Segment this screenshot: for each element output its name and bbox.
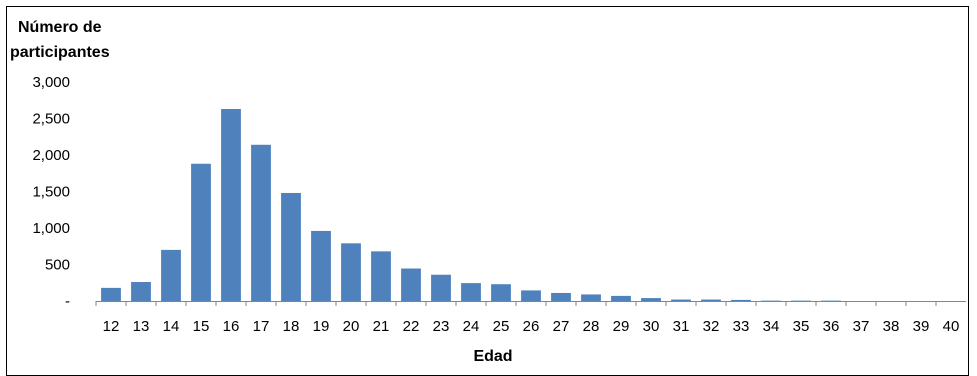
x-tick-label: 17	[253, 318, 270, 335]
x-tick-label: 29	[613, 318, 630, 335]
bar-age-27	[551, 292, 571, 301]
bar-chart: Número de participantes - 500 1,000 1,500 2,…	[10, 19, 966, 365]
bar-age-23	[431, 274, 451, 301]
x-tick-label: 32	[703, 318, 720, 335]
bar-age-18	[281, 192, 301, 301]
x-tick-label: 19	[313, 318, 330, 335]
bar-age-36	[821, 300, 841, 302]
bar-age-22	[401, 268, 421, 301]
bar-age-17	[251, 144, 271, 301]
x-tick-label: 18	[283, 318, 300, 335]
bar-age-14	[161, 249, 181, 301]
x-tick-label: 27	[553, 318, 570, 335]
x-tick-label: 16	[223, 318, 240, 335]
x-tick-label: 40	[943, 318, 960, 335]
x-tick-label: 21	[373, 318, 390, 335]
x-tick-label: 24	[463, 318, 480, 335]
bar-age-31	[671, 299, 691, 301]
y-tick-label: 500	[45, 257, 70, 274]
x-tick-label: 39	[913, 318, 930, 335]
y-tick-label: 1,500	[32, 184, 70, 201]
x-tick-label: 34	[763, 318, 780, 335]
x-tick-label: 12	[103, 318, 120, 335]
bar-age-20	[341, 243, 361, 301]
x-tick-label: 35	[793, 318, 810, 335]
x-tick-label: 13	[133, 318, 150, 335]
x-tick-label: 38	[883, 318, 900, 335]
bar-age-33	[731, 299, 751, 301]
x-tick-label: 26	[523, 318, 540, 335]
y-tick-label: 3,000	[32, 74, 70, 91]
bar-age-12	[101, 287, 121, 301]
bar-age-15	[191, 163, 211, 301]
bar-age-34	[761, 300, 781, 302]
bar-age-30	[641, 298, 661, 301]
bar-age-28	[581, 294, 601, 301]
x-axis-title: Edad	[473, 348, 512, 365]
x-tick-label: 36	[823, 318, 840, 335]
bar-age-32	[701, 299, 721, 301]
bar-age-16	[221, 109, 241, 301]
y-tick-label: 1,000	[32, 220, 70, 237]
x-tick-label: 15	[193, 318, 210, 335]
bar-age-19	[311, 230, 331, 301]
x-tick-label: 31	[673, 318, 690, 335]
bar-age-24	[461, 283, 481, 301]
x-tick-label: 33	[733, 318, 750, 335]
x-tick-label: 25	[493, 318, 510, 335]
x-tick-label: 37	[853, 318, 870, 335]
x-tick-label: 20	[343, 318, 360, 335]
x-tick-label: 28	[583, 318, 600, 335]
bar-age-25	[491, 284, 511, 301]
x-tick-label: 14	[163, 318, 180, 335]
x-tick-label: 30	[643, 318, 660, 335]
y-axis-title-line-2: participantes	[10, 44, 110, 61]
bar-age-29	[611, 295, 631, 301]
x-tick-label: 23	[433, 318, 450, 335]
bar-age-21	[371, 251, 391, 301]
y-tick-label: -	[65, 293, 70, 310]
chart-frame	[6, 6, 969, 376]
bar-age-26	[521, 290, 541, 301]
bar-age-13	[131, 282, 151, 301]
y-axis-title-line-1: Número de	[18, 19, 102, 36]
bar-age-35	[791, 300, 811, 302]
y-tick-label: 2,000	[32, 147, 70, 164]
x-tick-label: 22	[403, 318, 420, 335]
y-tick-label: 2,500	[32, 111, 70, 128]
